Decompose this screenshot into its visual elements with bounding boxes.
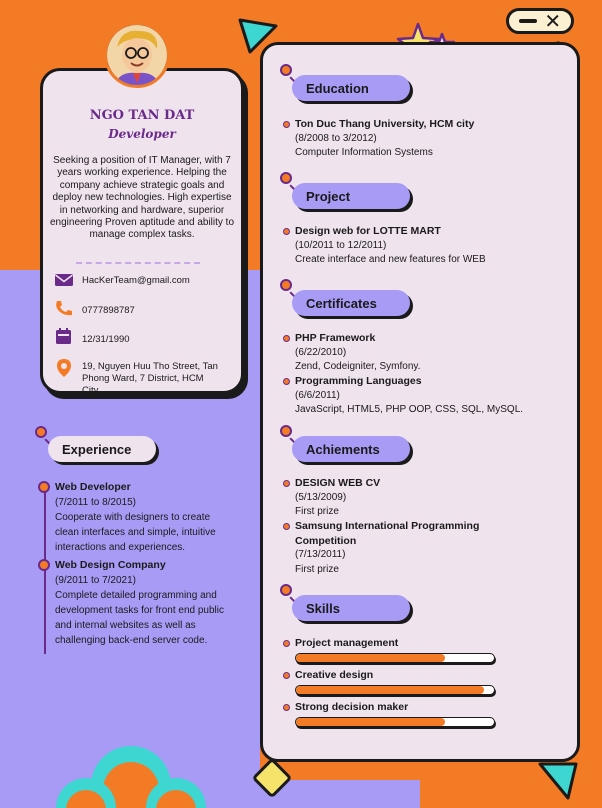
profile-summary: Seeking a position of IT Manager, with 7… bbox=[49, 155, 235, 241]
contact-phone: 0777898787 bbox=[54, 300, 135, 317]
achievement-period: (5/13/2009) bbox=[295, 491, 347, 503]
timeline-dot bbox=[38, 559, 50, 571]
bullet bbox=[283, 228, 290, 235]
close-icon[interactable]: ✕ bbox=[544, 9, 562, 33]
achievement-desc: First prize bbox=[295, 506, 339, 517]
section-title-project: Project bbox=[292, 183, 410, 209]
experience-item: Web Developer (7/2011 to 8/2015) Coopera… bbox=[55, 480, 235, 555]
bullet bbox=[283, 704, 290, 711]
bullet bbox=[283, 378, 290, 385]
birthday-text: 12/31/1990 bbox=[82, 334, 130, 345]
avatar bbox=[104, 22, 170, 88]
experience-title: Web Developer bbox=[55, 481, 131, 493]
pin-icon bbox=[280, 172, 292, 184]
experience-desc: Complete detailed programming and develo… bbox=[55, 590, 224, 646]
contact-birthday: 12/31/1990 bbox=[54, 328, 130, 346]
pin-icon bbox=[280, 64, 292, 76]
skill-name: Strong decision maker bbox=[295, 701, 409, 713]
skill-bar bbox=[295, 653, 495, 663]
project-heading: Project bbox=[306, 188, 351, 204]
experience-title: Web Design Company bbox=[55, 559, 166, 571]
project-item: Design web for LOTTE MART (10/2011 to 12… bbox=[295, 224, 565, 268]
address-text: 19, Nguyen Huu Tho Street, Tan Phong War… bbox=[82, 361, 218, 396]
bullet bbox=[283, 640, 290, 647]
bullet bbox=[283, 335, 290, 342]
pin-icon bbox=[280, 425, 292, 437]
divider bbox=[76, 262, 200, 264]
teal-triangle-icon bbox=[238, 18, 278, 54]
profile-card bbox=[40, 68, 244, 394]
skill-bar bbox=[295, 717, 495, 727]
experience-item: Web Design Company (9/2011 to 7/2021) Co… bbox=[55, 558, 235, 648]
contact-address: 19, Nguyen Huu Tho Street, Tan Phong War… bbox=[54, 358, 224, 397]
phone-icon bbox=[56, 301, 72, 316]
skill-bar bbox=[295, 685, 495, 695]
teal-triangle-bottom-icon bbox=[538, 762, 578, 800]
email-text[interactable]: HacKerTeam@gmail.com bbox=[82, 275, 190, 286]
education-period: (8/2008 to 3/2012) bbox=[295, 132, 377, 144]
section-title-certificates: Certificates bbox=[292, 290, 410, 316]
certificate-desc: JavaScript, HTML5, PHP OOP, CSS, SQL, My… bbox=[295, 404, 524, 415]
pin-icon bbox=[280, 584, 292, 596]
skill-bar-fill bbox=[296, 654, 445, 662]
achievement-desc: First prize bbox=[295, 563, 339, 575]
skills-heading: Skills bbox=[306, 600, 340, 616]
certificate-period: (6/22/2010) bbox=[295, 346, 347, 358]
project-desc: Create interface and new features for WE… bbox=[295, 254, 486, 265]
section-title-education: Education bbox=[292, 75, 410, 101]
certificate-period: (6/6/2011) bbox=[295, 389, 340, 401]
location-pin-icon bbox=[57, 359, 71, 377]
achievements-heading: Achiements bbox=[306, 441, 380, 457]
profile-role: Developer bbox=[108, 127, 176, 141]
mail-icon bbox=[55, 274, 73, 286]
achievement-title: Samsung International Programming Compet… bbox=[295, 520, 480, 547]
content-panel bbox=[260, 42, 580, 762]
contact-email: HacKerTeam@gmail.com bbox=[54, 272, 190, 288]
skill-bar-fill bbox=[296, 686, 485, 694]
bullet bbox=[283, 121, 290, 128]
pin-icon bbox=[280, 279, 292, 291]
scallop-decoration bbox=[56, 746, 206, 808]
certificate-item: Programming Languages (6/6/2011) JavaScr… bbox=[295, 374, 565, 418]
section-title-experience: Experience bbox=[48, 436, 156, 462]
certificate-title: PHP Framework bbox=[295, 332, 376, 344]
experience-heading: Experience bbox=[62, 441, 132, 457]
experience-period: (9/2011 to 7/2021) bbox=[55, 575, 136, 586]
certificate-desc: Zend, Codeigniter, Symfony. bbox=[295, 361, 421, 372]
education-heading: Education bbox=[306, 80, 369, 96]
skill-name: Creative design bbox=[295, 669, 374, 681]
education-desc: Computer Information Systems bbox=[295, 147, 433, 158]
achievement-title: DESIGN WEB CV bbox=[295, 477, 381, 489]
experience-period: (7/2011 to 8/2015) bbox=[55, 497, 136, 508]
bullet bbox=[283, 523, 290, 530]
pin-icon bbox=[35, 426, 47, 438]
education-item: Ton Duc Thang University, HCM city (8/20… bbox=[295, 117, 565, 161]
achievement-item: DESIGN WEB CV (5/13/2009) First prize bbox=[295, 476, 565, 520]
minimize-icon[interactable] bbox=[518, 19, 537, 23]
achievement-item: Samsung International Programming Compet… bbox=[295, 519, 515, 577]
education-title: Ton Duc Thang University, HCM city bbox=[295, 118, 475, 130]
bullet bbox=[283, 672, 290, 679]
skill-name: Project management bbox=[295, 637, 399, 649]
section-title-achievements: Achiements bbox=[292, 436, 410, 462]
certificate-title: Programming Languages bbox=[295, 375, 422, 387]
skill-bar-fill bbox=[296, 718, 445, 726]
project-period: (10/2011 to 12/2011) bbox=[295, 239, 387, 251]
experience-desc: Cooperate with designers to create clean… bbox=[55, 512, 216, 553]
bullet bbox=[283, 480, 290, 487]
project-title: Design web for LOTTE MART bbox=[295, 225, 441, 237]
timeline-dot bbox=[38, 481, 50, 493]
calendar-icon bbox=[56, 328, 71, 344]
profile-name: NGO TAN DAT bbox=[89, 108, 195, 123]
background-bottom-strip bbox=[260, 780, 420, 808]
achievement-period: (7/13/2011) bbox=[295, 549, 346, 560]
yellow-diamond-bottom-icon bbox=[253, 759, 291, 797]
phone-text[interactable]: 0777898787 bbox=[82, 305, 135, 316]
window-controls: ✕ bbox=[506, 8, 574, 34]
certificate-item: PHP Framework (6/22/2010) Zend, Codeigni… bbox=[295, 331, 565, 375]
section-title-skills: Skills bbox=[292, 595, 410, 621]
certificates-heading: Certificates bbox=[306, 295, 377, 311]
